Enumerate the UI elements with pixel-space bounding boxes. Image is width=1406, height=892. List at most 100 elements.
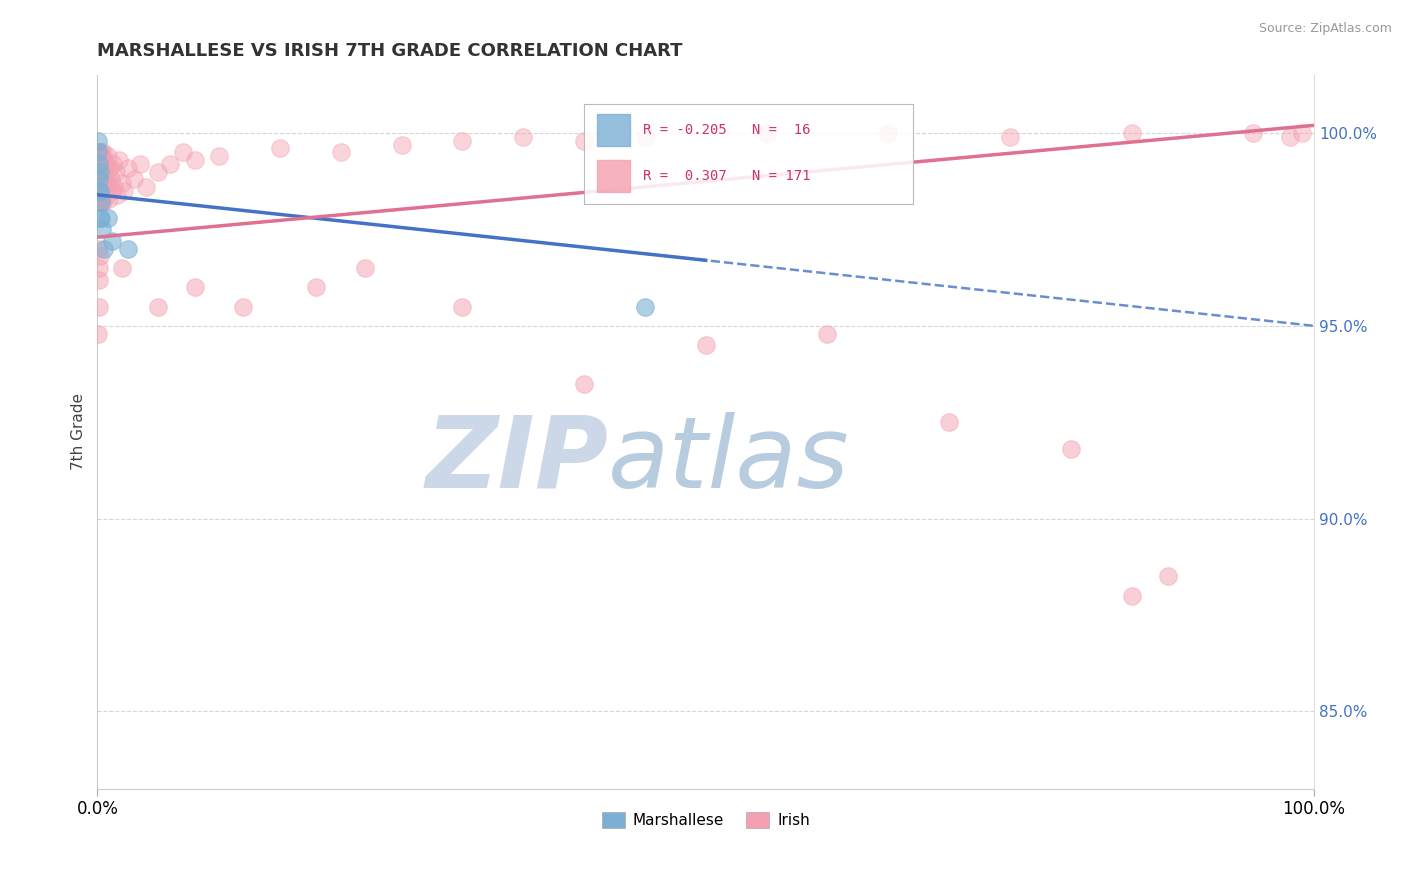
- Point: [96, 184, 118, 198]
- Point: [329, 145, 352, 160]
- Point: [90, 211, 112, 225]
- Point: [97, 192, 120, 206]
- Point: [90, 195, 112, 210]
- Point: [89, 187, 111, 202]
- Point: [1157, 569, 1180, 583]
- Legend: Marshallese, Irish: Marshallese, Irish: [596, 806, 815, 834]
- Point: [89, 149, 111, 163]
- Point: [111, 260, 134, 275]
- Point: [89, 176, 111, 190]
- Point: [111, 176, 134, 190]
- Point: [89, 176, 111, 190]
- Point: [117, 161, 139, 175]
- Point: [572, 134, 595, 148]
- Point: [98, 161, 121, 175]
- Point: [129, 157, 152, 171]
- Point: [91, 192, 114, 206]
- Point: [97, 176, 120, 190]
- Point: [90, 176, 112, 190]
- Point: [90, 195, 112, 210]
- Point: [87, 176, 110, 190]
- Point: [101, 234, 124, 248]
- Point: [183, 280, 205, 294]
- Point: [451, 300, 474, 314]
- Point: [87, 157, 110, 171]
- Point: [877, 126, 900, 140]
- Point: [94, 172, 117, 186]
- Point: [89, 172, 111, 186]
- Point: [89, 180, 111, 194]
- Point: [89, 164, 111, 178]
- Point: [108, 153, 131, 167]
- Point: [89, 164, 111, 178]
- Point: [90, 157, 112, 171]
- Point: [91, 195, 114, 210]
- Point: [87, 184, 110, 198]
- Point: [89, 161, 111, 175]
- Point: [87, 172, 110, 186]
- Point: [93, 153, 115, 167]
- Point: [135, 180, 157, 194]
- Point: [87, 145, 110, 160]
- Point: [89, 157, 111, 171]
- Point: [89, 184, 111, 198]
- Point: [90, 149, 112, 163]
- Point: [93, 164, 115, 178]
- Point: [89, 153, 111, 167]
- Point: [634, 300, 657, 314]
- Point: [1241, 126, 1264, 140]
- Point: [89, 249, 111, 263]
- Point: [122, 172, 145, 186]
- Point: [1291, 126, 1313, 140]
- Text: ZIP: ZIP: [426, 412, 609, 509]
- Point: [87, 161, 110, 175]
- Point: [87, 195, 110, 210]
- Point: [512, 129, 534, 144]
- Point: [91, 145, 114, 160]
- Point: [87, 195, 110, 210]
- Text: Source: ZipAtlas.com: Source: ZipAtlas.com: [1258, 22, 1392, 36]
- Point: [1121, 126, 1143, 140]
- Point: [87, 164, 110, 178]
- Point: [1278, 129, 1301, 144]
- Point: [91, 176, 114, 190]
- Point: [451, 134, 474, 148]
- Point: [94, 157, 117, 171]
- Point: [354, 260, 377, 275]
- Point: [572, 376, 595, 391]
- Point: [815, 326, 838, 341]
- Point: [87, 161, 110, 175]
- Point: [634, 129, 657, 144]
- Point: [269, 141, 291, 155]
- Point: [1060, 442, 1083, 457]
- Point: [90, 222, 112, 236]
- Point: [117, 242, 139, 256]
- Point: [87, 300, 110, 314]
- Point: [159, 157, 181, 171]
- Point: [87, 134, 110, 148]
- Point: [87, 149, 110, 163]
- Point: [90, 153, 112, 167]
- Point: [87, 180, 110, 194]
- Point: [97, 149, 120, 163]
- Point: [87, 157, 110, 171]
- Point: [89, 153, 111, 167]
- Point: [232, 300, 254, 314]
- Point: [90, 164, 112, 178]
- Point: [90, 172, 112, 186]
- Point: [103, 180, 125, 194]
- Point: [90, 145, 112, 160]
- Point: [89, 192, 111, 206]
- Point: [105, 187, 128, 202]
- Point: [89, 180, 111, 194]
- Point: [93, 242, 115, 256]
- Point: [89, 149, 111, 163]
- Point: [93, 180, 115, 194]
- Point: [90, 187, 112, 202]
- Point: [87, 326, 110, 341]
- Y-axis label: 7th Grade: 7th Grade: [72, 393, 86, 470]
- Point: [148, 164, 170, 178]
- Point: [89, 187, 111, 202]
- Point: [998, 129, 1021, 144]
- Point: [89, 157, 111, 171]
